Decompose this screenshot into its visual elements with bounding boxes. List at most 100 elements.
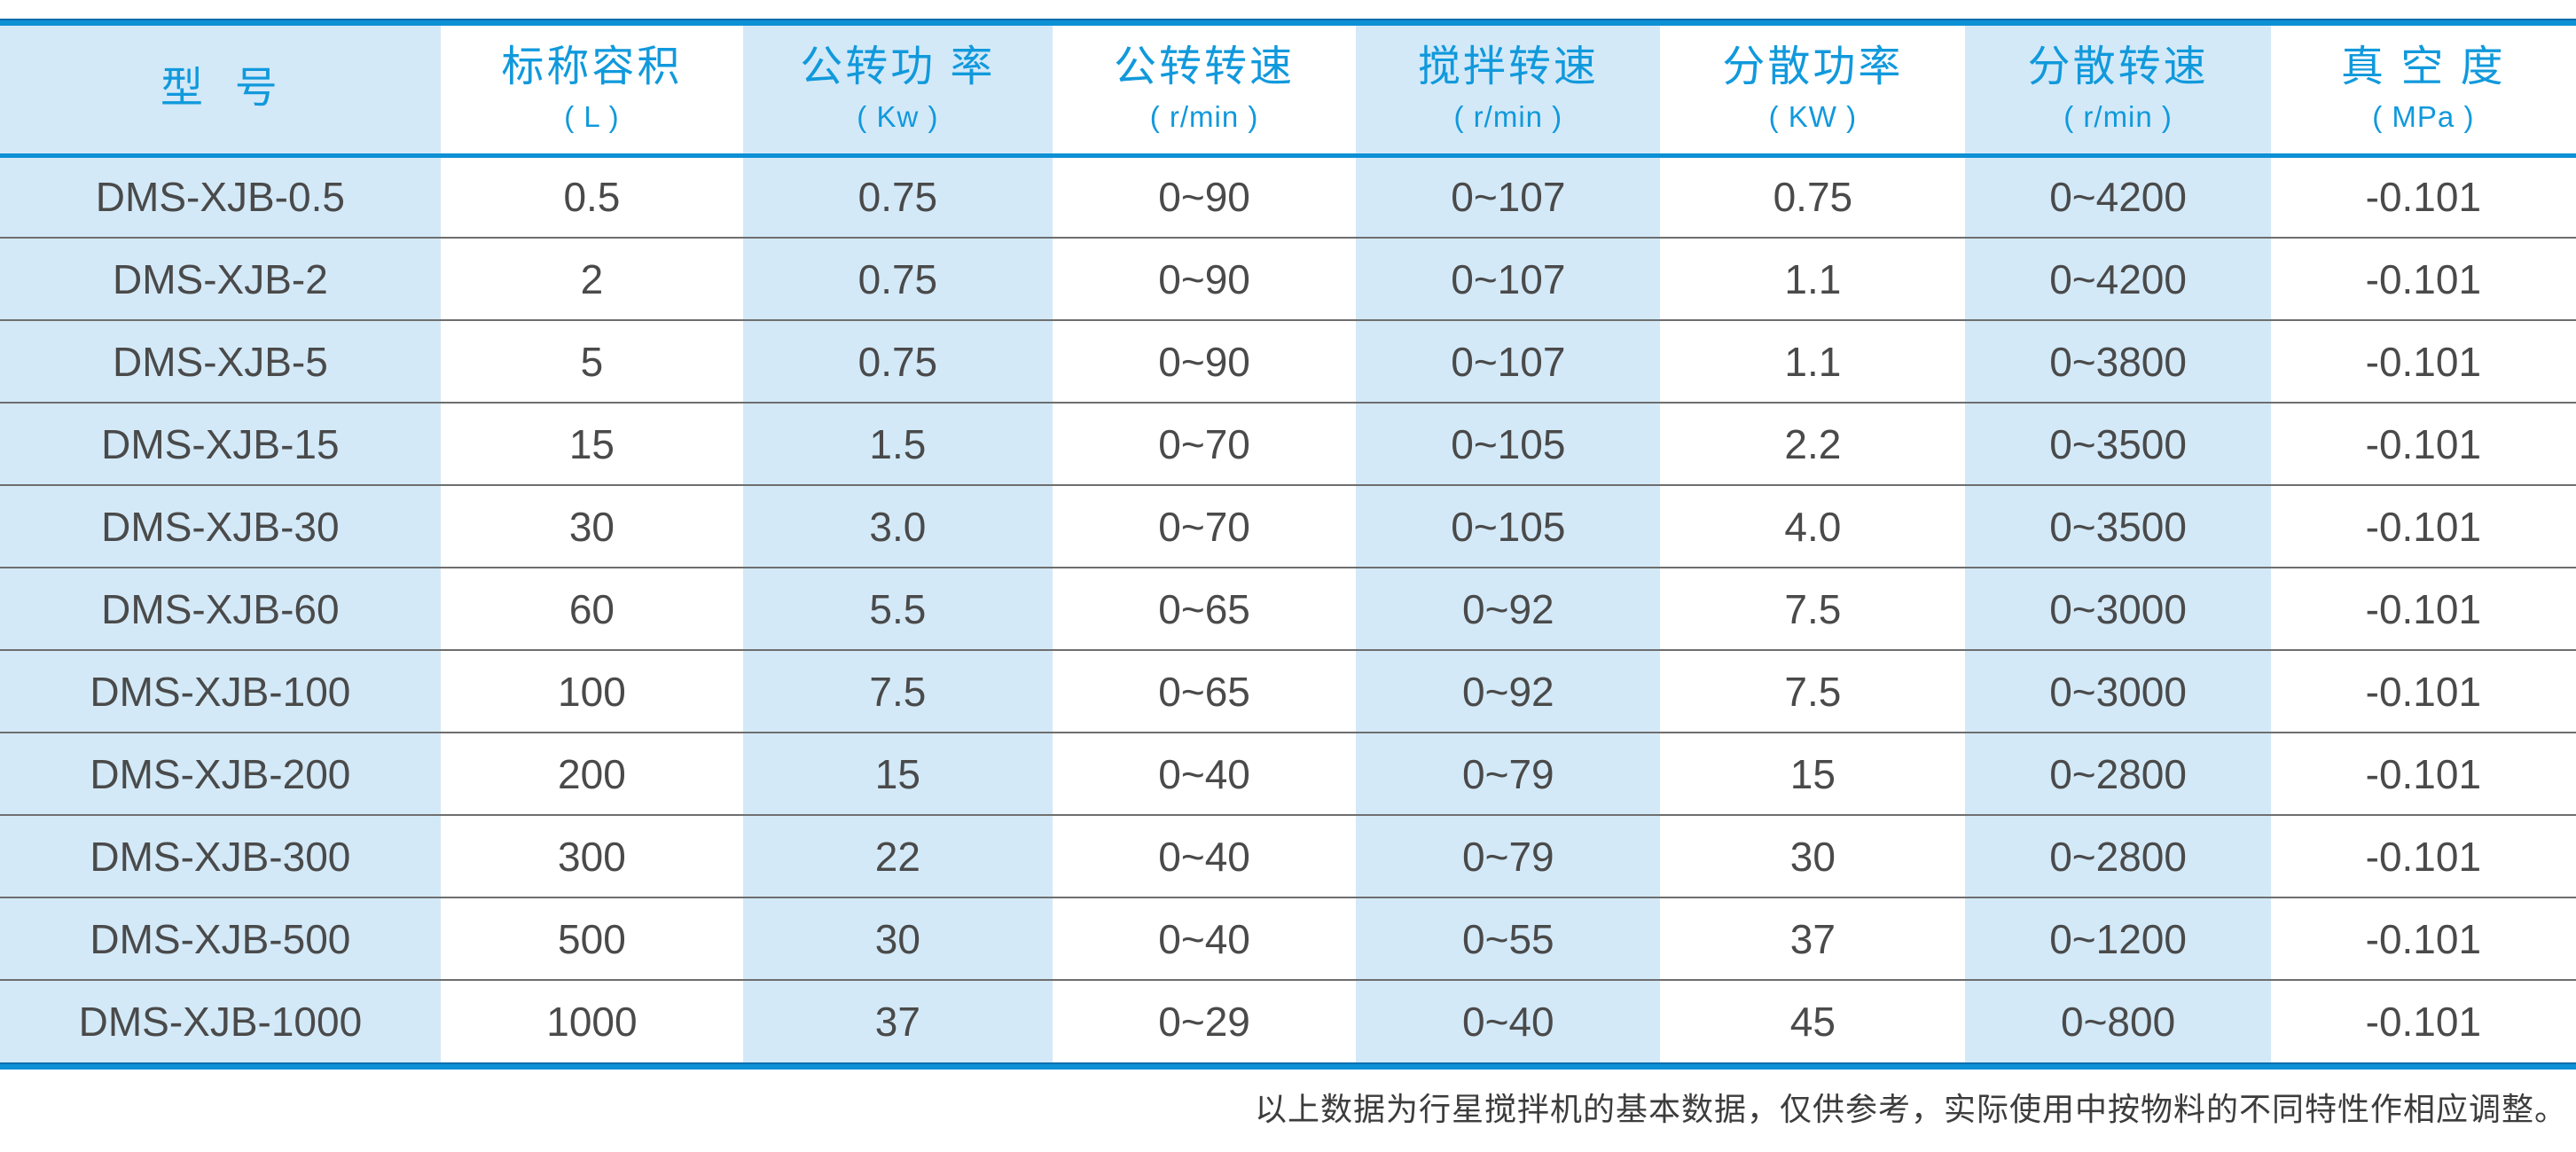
value-cell: -0.101 [2270, 155, 2576, 239]
value-cell: 0~3000 [1965, 568, 2271, 651]
value-cell: 0~3500 [1965, 485, 2271, 568]
value-cell: 1.1 [1660, 320, 1966, 404]
value-cell: 0~3500 [1965, 403, 2271, 486]
table-bottom-border [0, 1062, 2576, 1070]
column-unit: ( L ) [564, 100, 620, 134]
value-cell: 0~3800 [1965, 320, 2271, 404]
column-header-2: 公转功 率 ( Kw ) [743, 26, 1053, 158]
table-row: DMS-XJB-0.5 0.5 0.75 0~90 0~107 0.75 0~4200 -0.… [0, 155, 2576, 239]
value-cell: 0~70 [1052, 485, 1357, 568]
table-row: DMS-XJB-2 2 0.75 0~90 0~107 1.1 0~4200 -0.101 [0, 238, 2576, 321]
column-header-7: 真 空 度 ( MPa ) [2270, 26, 2576, 158]
value-cell: 15 [440, 403, 744, 486]
value-cell: 37 [1660, 897, 1966, 981]
model-cell: DMS-XJB-30 [0, 485, 441, 568]
value-cell: -0.101 [2270, 733, 2576, 816]
model-cell: DMS-XJB-500 [0, 897, 441, 981]
footnote: 以上数据为行星搅拌机的基本数据，仅供参考，实际使用中按物料的不同特性作相应调整。 [1254, 1092, 2567, 1128]
value-cell: 0~1200 [1965, 897, 2271, 981]
table-header: 型 号标称容积( L ) 公转功 率( Kw ) 公转转速( r/min ) 搅拌转速… [0, 26, 2576, 158]
value-cell: -0.101 [2270, 815, 2576, 898]
value-cell: 100 [440, 650, 744, 733]
value-cell: 0~90 [1052, 320, 1357, 404]
value-cell: 0~105 [1356, 485, 1661, 568]
value-cell: 0~4200 [1965, 155, 2271, 239]
value-cell: 0~90 [1052, 155, 1357, 239]
column-title: 真 空 度 [2341, 43, 2506, 91]
value-cell: 4.0 [1660, 485, 1966, 568]
value-cell: 1000 [440, 980, 744, 1062]
column-header-3: 公转转速 ( r/min ) [1052, 26, 1357, 158]
value-cell: 3.0 [743, 485, 1053, 568]
value-cell: 22 [743, 815, 1053, 898]
column-unit: ( KW ) [1768, 100, 1858, 134]
value-cell: 0~92 [1356, 568, 1661, 651]
model-cell: DMS-XJB-60 [0, 568, 441, 651]
value-cell: 0~65 [1052, 568, 1357, 651]
value-cell: -0.101 [2270, 238, 2576, 321]
table-row: DMS-XJB-60 60 5.5 0~65 0~92 7.5 0~3000 -0.101 [0, 568, 2576, 651]
table-row: DMS-XJB-100 100 7.5 0~65 0~92 7.5 0~3000 -0.101 [0, 650, 2576, 733]
value-cell: 0.75 [743, 238, 1053, 321]
value-cell: 0~55 [1356, 897, 1661, 981]
value-cell: 0.5 [440, 155, 744, 239]
value-cell: -0.101 [2270, 650, 2576, 733]
column-title: 标称容积 [501, 43, 683, 91]
value-cell: -0.101 [2270, 403, 2576, 486]
model-cell: DMS-XJB-100 [0, 650, 441, 733]
value-cell: -0.101 [2270, 568, 2576, 651]
value-cell: 2 [440, 238, 744, 321]
column-unit: ( Kw ) [857, 100, 939, 134]
table-row: DMS-XJB-5 5 0.75 0~90 0~107 1.1 0~3800 -0.101 [0, 320, 2576, 404]
column-unit: ( MPa ) [2372, 100, 2475, 134]
value-cell: 37 [743, 980, 1053, 1062]
value-cell: 30 [743, 897, 1053, 981]
value-cell: -0.101 [2270, 897, 2576, 981]
value-cell: 0.75 [743, 320, 1053, 404]
value-cell: 300 [440, 815, 744, 898]
value-cell: 500 [440, 897, 744, 981]
value-cell: 0~29 [1052, 980, 1357, 1062]
value-cell: 0~40 [1356, 980, 1661, 1062]
value-cell: 0~92 [1356, 650, 1661, 733]
column-header-5: 分散功率 ( KW ) [1660, 26, 1966, 158]
column-unit: ( r/min ) [1453, 100, 1563, 134]
value-cell: 2.2 [1660, 403, 1966, 486]
value-cell: -0.101 [2270, 980, 2576, 1062]
column-title: 公转功 率 [800, 43, 996, 91]
value-cell: -0.101 [2270, 485, 2576, 568]
value-cell: 0~70 [1052, 403, 1357, 486]
value-cell: 0~79 [1356, 733, 1661, 816]
value-cell: 0~40 [1052, 733, 1357, 816]
value-cell: 60 [440, 568, 744, 651]
value-cell: 5 [440, 320, 744, 404]
column-unit: ( r/min ) [2063, 100, 2173, 134]
value-cell: 7.5 [743, 650, 1053, 733]
column-title: 公转转速 [1114, 43, 1296, 91]
value-cell: 0.75 [1660, 155, 1966, 239]
model-cell: DMS-XJB-200 [0, 733, 441, 816]
value-cell: -0.101 [2270, 320, 2576, 404]
value-cell: 45 [1660, 980, 1966, 1062]
table-row: DMS-XJB-300 300 22 0~40 0~79 30 0~2800 -0.101 [0, 815, 2576, 898]
value-cell: 0~105 [1356, 403, 1661, 486]
table-body: DMS-XJB-0.5 0.5 0.75 0~90 0~107 0.75 0~4200 -0.… [0, 155, 2576, 1062]
value-cell: 15 [743, 733, 1053, 816]
value-cell: 1.1 [1660, 238, 1966, 321]
value-cell: 30 [440, 485, 744, 568]
table-row: DMS-XJB-15 15 1.5 0~70 0~105 2.2 0~3500 -0.101 [0, 403, 2576, 486]
value-cell: 0~800 [1965, 980, 2271, 1062]
model-cell: DMS-XJB-15 [0, 403, 441, 486]
column-title: 分散功率 [1722, 43, 1904, 91]
value-cell: 0~107 [1356, 155, 1661, 239]
table-row: DMS-XJB-500 500 30 0~40 0~55 37 0~1200 -0.101 [0, 897, 2576, 981]
column-title: 分散转速 [2027, 43, 2209, 91]
column-header-1: 标称容积 ( L ) [440, 26, 744, 158]
value-cell: 0~40 [1052, 815, 1357, 898]
model-cell: DMS-XJB-0.5 [0, 155, 441, 239]
column-header-0: 型 号 [0, 26, 441, 158]
value-cell: 7.5 [1660, 568, 1966, 651]
value-cell: 0~3000 [1965, 650, 2271, 733]
value-cell: 0.75 [743, 155, 1053, 239]
